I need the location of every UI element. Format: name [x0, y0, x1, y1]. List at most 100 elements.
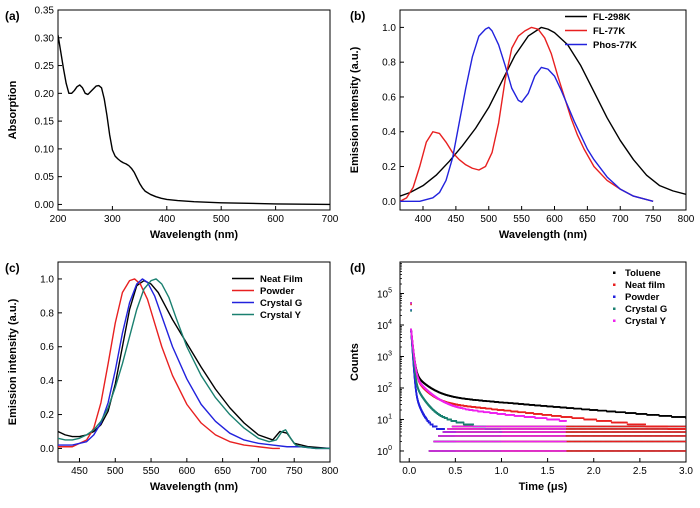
data-point [610, 440, 612, 443]
data-point [582, 417, 585, 419]
data-point [588, 425, 590, 428]
data-point [586, 431, 588, 433]
y-tick-label: 0.2 [40, 410, 54, 421]
data-point [620, 425, 622, 428]
data-point [600, 435, 603, 437]
data-point [664, 428, 666, 430]
data-point [646, 435, 648, 437]
data-point [606, 428, 609, 430]
data-point [659, 428, 662, 430]
data-point [606, 440, 608, 443]
data-point [657, 431, 659, 433]
data-point [678, 440, 680, 443]
data-point [579, 435, 582, 437]
data-point [674, 450, 676, 452]
data-point [651, 431, 654, 433]
data-point [647, 431, 649, 433]
data-point [672, 425, 674, 428]
data-point [422, 412, 424, 414]
data-point [660, 425, 662, 428]
data-point [656, 425, 659, 428]
data-point [654, 428, 656, 430]
data-point [606, 435, 608, 437]
data-point [613, 431, 615, 433]
data-point [641, 435, 644, 437]
data-point [626, 421, 628, 424]
data-point [576, 431, 579, 433]
data-point [650, 428, 653, 430]
data-point [571, 428, 573, 430]
data-point [642, 425, 644, 428]
data-point [634, 428, 636, 430]
y-tick-label: 101 [377, 413, 392, 426]
data-point [642, 435, 645, 437]
data-point [644, 425, 646, 428]
data-point [617, 435, 619, 437]
data-point [627, 435, 629, 437]
data-point [623, 425, 625, 428]
data-point [574, 435, 576, 437]
data-point [645, 428, 647, 430]
data-point [685, 417, 686, 419]
data-point [423, 414, 425, 416]
y-tick-label: 102 [377, 382, 392, 395]
data-point [577, 440, 579, 443]
data-point [647, 428, 650, 430]
data-point [657, 428, 660, 430]
data-point [642, 428, 644, 430]
data-point [653, 431, 655, 433]
data-point [683, 425, 685, 428]
data-point [619, 440, 621, 443]
data-point [641, 440, 643, 443]
data-point [638, 440, 640, 443]
data-point [585, 428, 588, 430]
data-point [646, 450, 649, 452]
data-point [669, 435, 671, 437]
data-point [637, 435, 639, 437]
data-point [602, 428, 604, 430]
data-point [676, 450, 679, 452]
data-point [677, 435, 679, 437]
data-point [628, 440, 630, 443]
data-point [604, 425, 607, 428]
data-point [660, 428, 663, 430]
data-point [684, 416, 686, 418]
data-point [586, 428, 589, 430]
x-tick-label: 450 [448, 214, 465, 225]
data-point [603, 450, 606, 452]
data-point [584, 425, 587, 428]
data-point [618, 435, 620, 437]
data-point [568, 425, 570, 428]
data-point [443, 428, 445, 430]
data-point [636, 435, 638, 437]
y-tick-label: 105 [377, 287, 392, 300]
data-point [634, 425, 636, 428]
data-point [586, 435, 588, 437]
y-tick-label: 0.00 [35, 200, 55, 211]
data-point [643, 425, 645, 428]
data-point [619, 431, 622, 433]
data-point [659, 435, 661, 437]
x-tick-label: 800 [678, 214, 695, 225]
data-point [629, 450, 631, 452]
y-tick-label: 0.2 [382, 162, 396, 173]
data-point [572, 435, 574, 437]
data-point [574, 425, 577, 428]
data-point [632, 435, 635, 437]
data-point [571, 425, 573, 428]
data-point [565, 425, 568, 428]
data-point [664, 450, 667, 452]
data-point [609, 431, 612, 433]
data-point [664, 440, 667, 443]
data-point [612, 431, 614, 433]
data-point [423, 415, 426, 417]
data-point [638, 428, 641, 430]
data-point [667, 440, 669, 443]
data-point [667, 428, 669, 430]
y-axis-label: Emission intensity (a.u.) [349, 46, 361, 173]
series-line [400, 26, 654, 202]
data-point [645, 425, 648, 428]
data-point [619, 425, 621, 428]
data-point [663, 435, 666, 437]
